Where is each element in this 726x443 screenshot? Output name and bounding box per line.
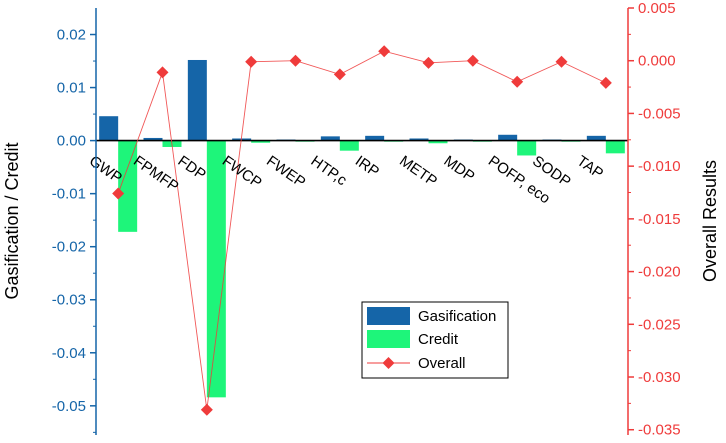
left-tick-label: -0.03 bbox=[52, 292, 86, 309]
left-tick-label: -0.05 bbox=[52, 398, 86, 415]
left-tick-label: 0.02 bbox=[57, 27, 86, 44]
left-tick-label: 0.00 bbox=[57, 133, 86, 150]
legend-label: Credit bbox=[418, 331, 459, 348]
credit-bar bbox=[206, 140, 226, 398]
overall-marker bbox=[289, 54, 302, 67]
credit-bar bbox=[118, 140, 138, 232]
credit-bar bbox=[339, 140, 359, 151]
overall-marker bbox=[599, 76, 612, 89]
right-tick-label: -0.020 bbox=[638, 264, 681, 281]
left-tick-label: -0.02 bbox=[52, 239, 86, 256]
legend-label: Overall bbox=[418, 355, 466, 372]
category-label: METP bbox=[396, 152, 440, 190]
left-tick-label: -0.01 bbox=[52, 186, 86, 203]
credit-bar bbox=[605, 140, 625, 154]
legend-swatch-gasification bbox=[367, 307, 410, 325]
gasification-bar bbox=[143, 137, 163, 141]
y2-axis-title: Overall Results bbox=[700, 160, 720, 282]
category-label: FDP bbox=[175, 152, 209, 183]
legend-label: Gasification bbox=[418, 308, 496, 325]
gasification-bar bbox=[365, 135, 385, 141]
right-tick-label: -0.035 bbox=[638, 422, 681, 439]
right-tick-label: 0.000 bbox=[638, 53, 676, 70]
gasification-bar bbox=[99, 116, 119, 141]
category-label: FWEP bbox=[263, 152, 308, 191]
overall-marker bbox=[511, 75, 524, 88]
overall-marker bbox=[245, 55, 258, 68]
right-tick-label: -0.030 bbox=[638, 369, 681, 386]
gasification-bar bbox=[586, 135, 606, 141]
right-tick-label: -0.025 bbox=[638, 316, 681, 333]
left-tick-label: -0.04 bbox=[52, 345, 86, 362]
category-label: MDP bbox=[441, 152, 478, 185]
credit-bar bbox=[428, 140, 448, 144]
credit-bar bbox=[251, 140, 271, 143]
overall-marker bbox=[112, 187, 125, 200]
right-tick-label: -0.015 bbox=[638, 211, 681, 228]
y-axis-title: Gasification / Credit bbox=[2, 142, 22, 299]
gasification-bar bbox=[409, 138, 429, 141]
category-label: HTP,c bbox=[308, 152, 351, 189]
left-tick-label: 0.01 bbox=[57, 80, 86, 97]
category-label: TAP bbox=[574, 152, 607, 182]
credit-bar bbox=[517, 140, 537, 156]
overall-marker bbox=[466, 54, 479, 67]
right-tick-label: -0.005 bbox=[638, 105, 681, 122]
overall-line bbox=[117, 50, 607, 410]
category-label: IRP bbox=[352, 152, 382, 180]
legend-swatch-credit bbox=[367, 330, 410, 348]
overall-marker bbox=[333, 68, 346, 81]
overall-marker bbox=[378, 45, 391, 58]
gasification-bar bbox=[320, 136, 340, 141]
overall-marker bbox=[156, 66, 169, 79]
legend-marker-overall bbox=[382, 357, 395, 369]
right-tick-label: 0.005 bbox=[638, 0, 676, 17]
gasification-bar bbox=[498, 134, 518, 141]
overall-marker bbox=[200, 403, 213, 416]
overall-marker bbox=[555, 55, 568, 68]
gasification-bar bbox=[187, 59, 207, 141]
right-tick-label: -0.010 bbox=[638, 158, 681, 175]
overall-marker bbox=[422, 56, 435, 69]
